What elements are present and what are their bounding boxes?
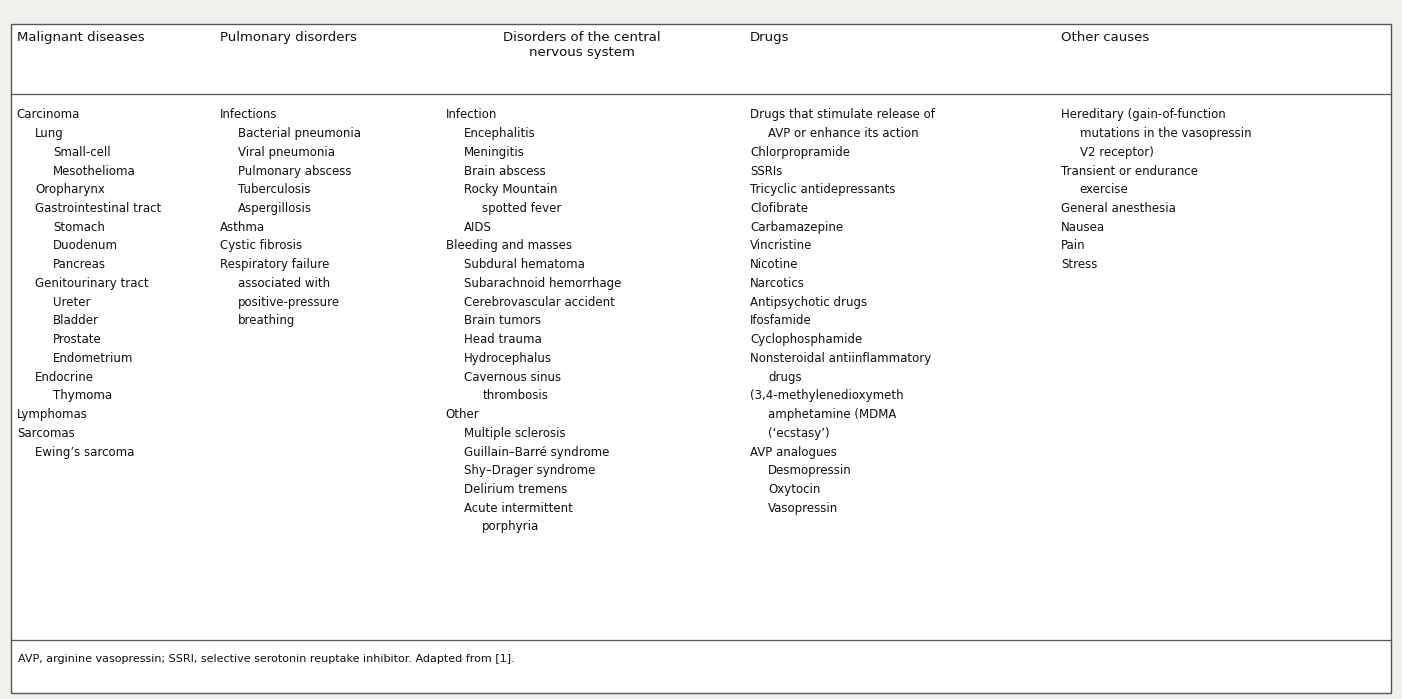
- Text: Encephalitis: Encephalitis: [464, 127, 536, 140]
- Text: Pulmonary abscess: Pulmonary abscess: [238, 164, 352, 178]
- Text: Cyclophosphamide: Cyclophosphamide: [750, 333, 862, 346]
- Text: Disorders of the central
nervous system: Disorders of the central nervous system: [503, 31, 660, 59]
- Text: Bladder: Bladder: [53, 315, 100, 327]
- Text: Asthma: Asthma: [220, 221, 265, 233]
- Text: Stress: Stress: [1061, 258, 1098, 271]
- Text: positive-pressure: positive-pressure: [238, 296, 341, 309]
- Text: Multiple sclerosis: Multiple sclerosis: [464, 427, 565, 440]
- Text: Chlorpropramide: Chlorpropramide: [750, 146, 850, 159]
- Text: AVP analogues: AVP analogues: [750, 445, 837, 459]
- Text: Infections: Infections: [220, 108, 278, 122]
- Text: Vasopressin: Vasopressin: [768, 502, 838, 514]
- Text: Stomach: Stomach: [53, 221, 105, 233]
- Text: Tricyclic antidepressants: Tricyclic antidepressants: [750, 183, 896, 196]
- Text: (‘ecstasy’): (‘ecstasy’): [768, 427, 830, 440]
- Text: Respiratory failure: Respiratory failure: [220, 258, 329, 271]
- Text: Carbamazepine: Carbamazepine: [750, 221, 843, 233]
- Text: thrombosis: thrombosis: [482, 389, 548, 403]
- Text: Shy–Drager syndrome: Shy–Drager syndrome: [464, 464, 596, 477]
- Text: Ureter: Ureter: [53, 296, 91, 309]
- Text: Brain abscess: Brain abscess: [464, 164, 545, 178]
- Text: Clofibrate: Clofibrate: [750, 202, 808, 215]
- Text: Viral pneumonia: Viral pneumonia: [238, 146, 335, 159]
- Text: Drugs that stimulate release of: Drugs that stimulate release of: [750, 108, 935, 122]
- Text: Nausea: Nausea: [1061, 221, 1105, 233]
- Text: Pain: Pain: [1061, 240, 1087, 252]
- Text: Desmopressin: Desmopressin: [768, 464, 852, 477]
- Text: Pulmonary disorders: Pulmonary disorders: [220, 31, 358, 45]
- Text: AIDS: AIDS: [464, 221, 492, 233]
- Text: General anesthesia: General anesthesia: [1061, 202, 1176, 215]
- Text: Gastrointestinal tract: Gastrointestinal tract: [35, 202, 161, 215]
- Text: Ifosfamide: Ifosfamide: [750, 315, 812, 327]
- Text: V2 receptor): V2 receptor): [1080, 146, 1154, 159]
- Text: Narcotics: Narcotics: [750, 277, 805, 290]
- Text: Brain tumors: Brain tumors: [464, 315, 541, 327]
- Text: Bacterial pneumonia: Bacterial pneumonia: [238, 127, 362, 140]
- Text: Prostate: Prostate: [53, 333, 102, 346]
- Text: Cavernous sinus: Cavernous sinus: [464, 370, 561, 384]
- Text: amphetamine (MDMA: amphetamine (MDMA: [768, 408, 897, 421]
- Text: Cystic fibrosis: Cystic fibrosis: [220, 240, 303, 252]
- Text: Nonsteroidal antiinflammatory: Nonsteroidal antiinflammatory: [750, 352, 931, 365]
- Text: Antipsychotic drugs: Antipsychotic drugs: [750, 296, 868, 309]
- Text: Head trauma: Head trauma: [464, 333, 541, 346]
- Text: Vincristine: Vincristine: [750, 240, 812, 252]
- Text: Tuberculosis: Tuberculosis: [238, 183, 311, 196]
- Text: Subdural hematoma: Subdural hematoma: [464, 258, 585, 271]
- Text: Aspergillosis: Aspergillosis: [238, 202, 313, 215]
- Text: Oxytocin: Oxytocin: [768, 483, 820, 496]
- Text: Delirium tremens: Delirium tremens: [464, 483, 568, 496]
- Text: Acute intermittent: Acute intermittent: [464, 502, 573, 514]
- Text: Lymphomas: Lymphomas: [17, 408, 88, 421]
- Text: Small-cell: Small-cell: [53, 146, 111, 159]
- Text: Malignant diseases: Malignant diseases: [17, 31, 144, 45]
- Text: Rocky Mountain: Rocky Mountain: [464, 183, 558, 196]
- Text: Carcinoma: Carcinoma: [17, 108, 80, 122]
- Text: Bleeding and masses: Bleeding and masses: [446, 240, 572, 252]
- Text: associated with: associated with: [238, 277, 331, 290]
- Text: Endocrine: Endocrine: [35, 370, 94, 384]
- Text: Genitourinary tract: Genitourinary tract: [35, 277, 149, 290]
- Text: AVP, arginine vasopressin; SSRI, selective serotonin reuptake inhibitor. Adapted: AVP, arginine vasopressin; SSRI, selecti…: [18, 654, 515, 663]
- Text: breathing: breathing: [238, 315, 296, 327]
- Text: Subarachnoid hemorrhage: Subarachnoid hemorrhage: [464, 277, 621, 290]
- Text: Hereditary (gain-of-function: Hereditary (gain-of-function: [1061, 108, 1227, 122]
- Text: Nicotine: Nicotine: [750, 258, 799, 271]
- Text: porphyria: porphyria: [482, 521, 540, 533]
- Text: Transient or endurance: Transient or endurance: [1061, 164, 1199, 178]
- Text: Mesothelioma: Mesothelioma: [53, 164, 136, 178]
- Text: Lung: Lung: [35, 127, 64, 140]
- Text: Other: Other: [446, 408, 479, 421]
- Text: Drugs: Drugs: [750, 31, 789, 45]
- Text: Pancreas: Pancreas: [53, 258, 107, 271]
- Text: SSRIs: SSRIs: [750, 164, 782, 178]
- Text: Oropharynx: Oropharynx: [35, 183, 105, 196]
- Text: mutations in the vasopressin: mutations in the vasopressin: [1080, 127, 1251, 140]
- Text: Cerebrovascular accident: Cerebrovascular accident: [464, 296, 615, 309]
- Text: Guillain–Barré syndrome: Guillain–Barré syndrome: [464, 445, 610, 459]
- Text: Endometrium: Endometrium: [53, 352, 133, 365]
- Text: exercise: exercise: [1080, 183, 1129, 196]
- Text: (3,4-methylenedioxymeth: (3,4-methylenedioxymeth: [750, 389, 904, 403]
- Text: Meningitis: Meningitis: [464, 146, 524, 159]
- Text: Thymoma: Thymoma: [53, 389, 112, 403]
- Text: Ewing’s sarcoma: Ewing’s sarcoma: [35, 445, 135, 459]
- Text: Infection: Infection: [446, 108, 498, 122]
- Text: drugs: drugs: [768, 370, 802, 384]
- Text: spotted fever: spotted fever: [482, 202, 562, 215]
- Text: Other causes: Other causes: [1061, 31, 1150, 45]
- Text: Hydrocephalus: Hydrocephalus: [464, 352, 552, 365]
- Text: AVP or enhance its action: AVP or enhance its action: [768, 127, 918, 140]
- Text: Duodenum: Duodenum: [53, 240, 118, 252]
- Text: Sarcomas: Sarcomas: [17, 427, 74, 440]
